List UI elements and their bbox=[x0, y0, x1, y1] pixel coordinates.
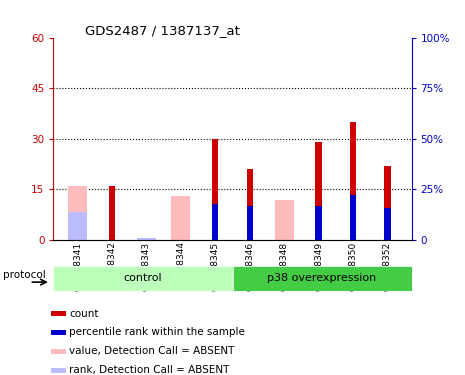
Text: rank, Detection Call = ABSENT: rank, Detection Call = ABSENT bbox=[69, 365, 230, 375]
Text: protocol: protocol bbox=[3, 270, 46, 280]
Bar bbox=[385, 208, 391, 240]
Text: value, Detection Call = ABSENT: value, Detection Call = ABSENT bbox=[69, 346, 234, 356]
Text: count: count bbox=[69, 309, 99, 319]
Bar bbox=[350, 195, 356, 240]
Bar bbox=[315, 206, 322, 240]
Bar bbox=[51, 349, 66, 354]
Text: control: control bbox=[124, 273, 162, 284]
Bar bbox=[315, 142, 322, 240]
Bar bbox=[350, 122, 356, 240]
Bar bbox=[68, 186, 87, 240]
Bar bbox=[68, 211, 87, 240]
Bar bbox=[246, 206, 253, 240]
Bar bbox=[385, 166, 391, 240]
Bar bbox=[53, 266, 232, 291]
Bar bbox=[212, 139, 219, 240]
Bar bbox=[232, 266, 412, 291]
Bar bbox=[137, 238, 156, 240]
Bar bbox=[51, 311, 66, 316]
Text: p38 overexpression: p38 overexpression bbox=[267, 273, 377, 284]
Bar bbox=[212, 204, 219, 240]
Bar bbox=[172, 196, 190, 240]
Text: percentile rank within the sample: percentile rank within the sample bbox=[69, 327, 245, 338]
Bar bbox=[51, 330, 66, 335]
Text: GDS2487 / 1387137_at: GDS2487 / 1387137_at bbox=[85, 24, 240, 38]
Bar bbox=[275, 200, 293, 240]
Bar bbox=[109, 186, 115, 240]
Bar bbox=[246, 169, 253, 240]
Bar bbox=[51, 368, 66, 373]
